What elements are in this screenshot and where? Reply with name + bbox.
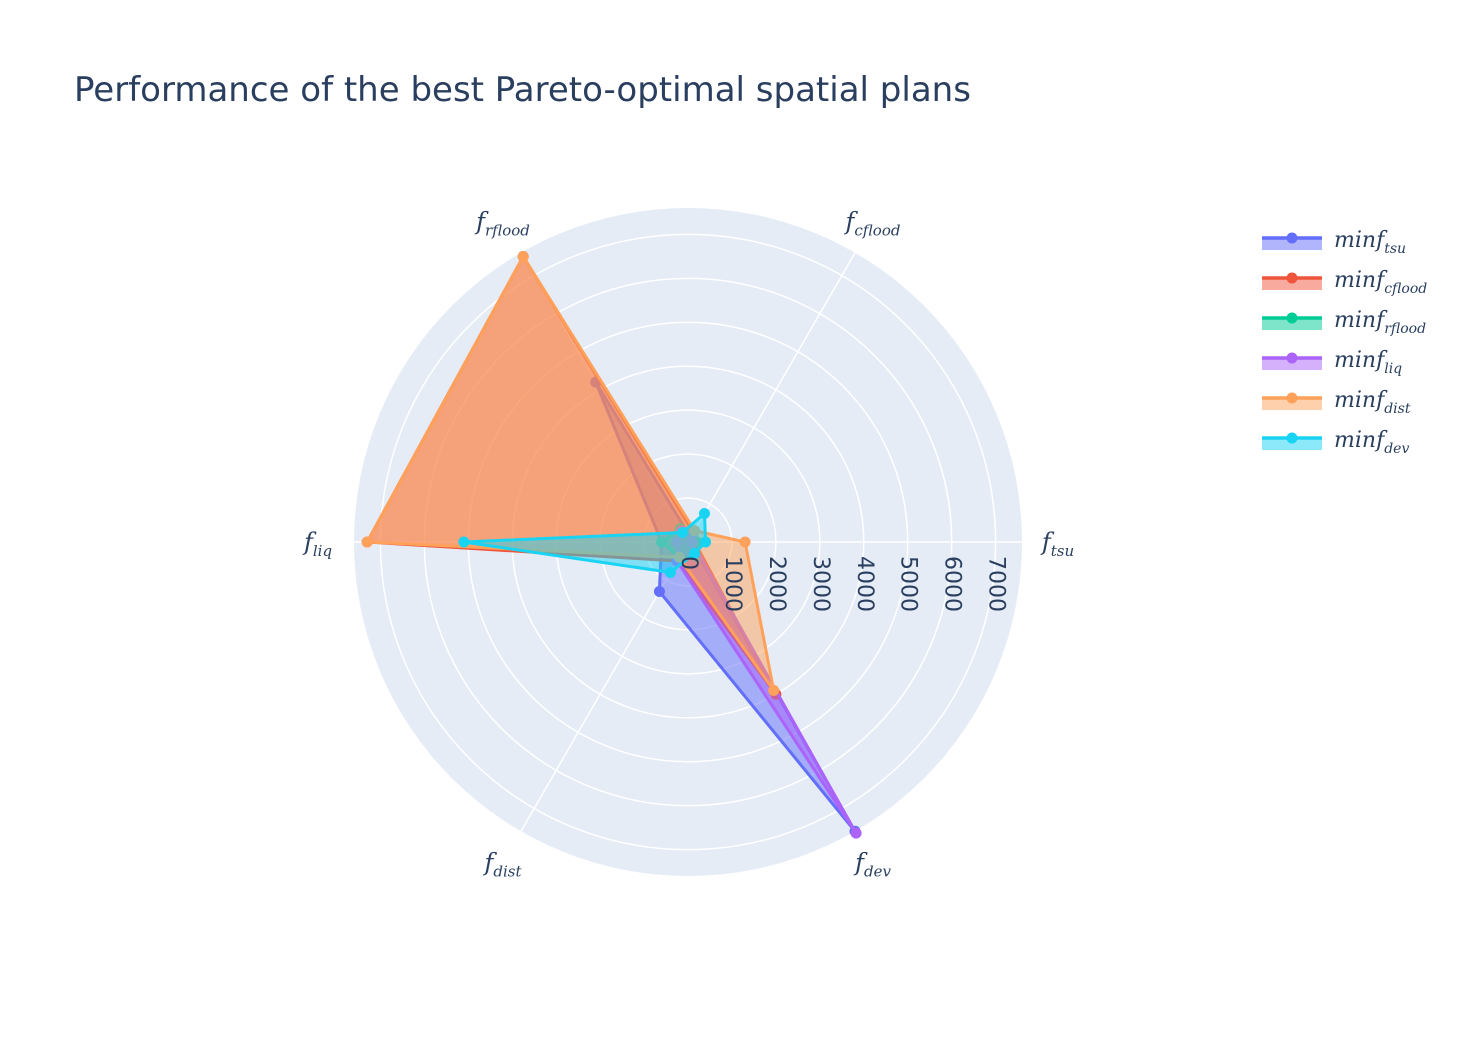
- tick-label: 5000: [896, 556, 921, 612]
- series-layer: [361, 251, 862, 839]
- angular-gridline: [687, 252, 856, 543]
- chart-title: Performance of the best Pareto-optimal s…: [74, 70, 971, 110]
- axis-label-tsu: ftsu: [1040, 528, 1074, 560]
- legend[interactable]: minftsu minfcflood minfrflood minfliq minfdi…: [1262, 228, 1427, 457]
- legend-item-minf_dist[interactable]: minfdist: [1262, 388, 1411, 417]
- tick-label: 0: [676, 556, 701, 570]
- axis-label-rflood: frflood: [474, 208, 530, 240]
- legend-swatch: [1262, 438, 1322, 450]
- legend-marker: [1286, 312, 1298, 324]
- series-minf_dev[interactable]: [458, 507, 712, 578]
- legend-marker: [1286, 352, 1298, 364]
- legend-swatch: [1262, 398, 1322, 410]
- tick-label: 4000: [852, 556, 877, 612]
- legend-swatch: [1262, 358, 1322, 370]
- data-point[interactable]: [361, 536, 373, 548]
- legend-label: minfliq: [1334, 348, 1402, 377]
- legend-label: minfdist: [1334, 388, 1411, 417]
- legend-item-minf_rflood[interactable]: minfrflood: [1262, 308, 1426, 337]
- axis-label-dist: fdist: [482, 848, 522, 880]
- data-point[interactable]: [458, 536, 470, 548]
- data-point[interactable]: [664, 566, 676, 578]
- data-point[interactable]: [850, 827, 862, 839]
- tick-label: 6000: [940, 556, 965, 612]
- legend-marker: [1286, 392, 1298, 404]
- legend-swatch: [1262, 278, 1322, 290]
- axis-label-liq: fliq: [302, 528, 332, 560]
- legend-marker: [1286, 432, 1298, 444]
- legend-label: minfrflood: [1334, 308, 1426, 337]
- axis-label-dev: fdev: [853, 848, 891, 880]
- data-point[interactable]: [700, 536, 712, 548]
- data-point[interactable]: [517, 251, 529, 263]
- tick-label: 1000: [720, 556, 745, 612]
- legend-item-minf_cflood[interactable]: minfcflood: [1262, 268, 1427, 297]
- tick-label: 2000: [764, 556, 789, 612]
- legend-item-minf_tsu[interactable]: minftsu: [1262, 228, 1406, 257]
- tick-label: 7000: [984, 556, 1009, 612]
- legend-item-minf_dev[interactable]: minfdev: [1262, 428, 1409, 457]
- legend-label: minfdev: [1334, 428, 1409, 457]
- legend-marker: [1286, 232, 1298, 244]
- legend-marker: [1286, 272, 1298, 284]
- data-point[interactable]: [768, 684, 780, 696]
- legend-swatch: [1262, 238, 1322, 250]
- data-point[interactable]: [739, 536, 751, 548]
- data-point[interactable]: [677, 526, 689, 538]
- tick-label: 3000: [808, 556, 833, 612]
- axis-label-cflood: fcflood: [844, 208, 901, 240]
- legend-item-minf_liq[interactable]: minfliq: [1262, 348, 1402, 377]
- legend-label: minfcflood: [1334, 268, 1427, 297]
- data-point[interactable]: [698, 507, 710, 519]
- data-point[interactable]: [653, 585, 665, 597]
- data-point[interactable]: [689, 547, 701, 559]
- legend-swatch: [1262, 318, 1322, 330]
- legend-label: minftsu: [1334, 228, 1406, 257]
- radial-tick-labels: 0 1000 2000 3000 4000 5000 6000 7000: [676, 556, 1009, 612]
